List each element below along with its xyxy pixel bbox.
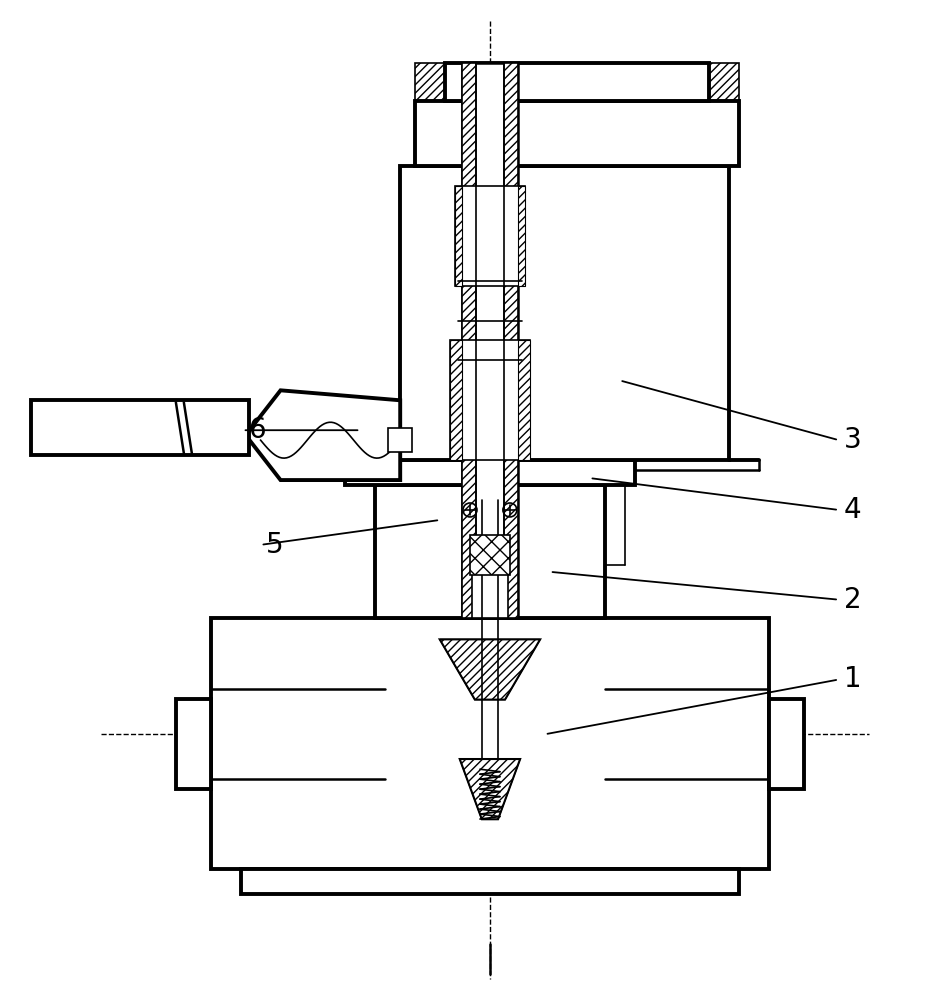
Polygon shape: [449, 340, 461, 460]
Polygon shape: [415, 63, 445, 101]
Polygon shape: [211, 618, 385, 689]
Polygon shape: [415, 101, 464, 166]
Polygon shape: [604, 779, 768, 869]
Text: 4: 4: [843, 496, 860, 524]
Bar: [768, 699, 803, 789]
Text: 1: 1: [843, 665, 860, 693]
Bar: [472, 538, 507, 618]
Bar: [31, 400, 248, 455]
Polygon shape: [345, 460, 375, 485]
Polygon shape: [455, 186, 461, 286]
Text: 3: 3: [843, 426, 861, 454]
Bar: [455, 186, 524, 286]
Polygon shape: [689, 101, 739, 166]
Text: 6: 6: [247, 416, 265, 444]
Bar: [449, 181, 679, 445]
Polygon shape: [504, 63, 518, 618]
Polygon shape: [460, 759, 519, 819]
Bar: [461, 63, 518, 618]
Text: 2: 2: [843, 586, 860, 614]
Bar: [388, 428, 412, 452]
Polygon shape: [604, 460, 634, 485]
Polygon shape: [604, 618, 768, 689]
Bar: [375, 485, 604, 618]
Bar: [345, 460, 634, 485]
Polygon shape: [400, 166, 449, 460]
Polygon shape: [518, 340, 529, 460]
Polygon shape: [440, 640, 539, 699]
Polygon shape: [679, 166, 728, 460]
Polygon shape: [461, 63, 475, 618]
Polygon shape: [709, 63, 739, 101]
Bar: [415, 101, 739, 166]
Bar: [241, 869, 739, 894]
Polygon shape: [211, 779, 385, 869]
Polygon shape: [440, 640, 539, 699]
Bar: [400, 166, 728, 460]
Text: 5: 5: [265, 531, 283, 559]
Polygon shape: [245, 390, 400, 480]
Bar: [470, 535, 509, 575]
Polygon shape: [375, 485, 434, 618]
Polygon shape: [518, 186, 524, 286]
Polygon shape: [460, 759, 519, 819]
Bar: [445, 63, 709, 101]
Bar: [211, 618, 768, 869]
Bar: [176, 699, 211, 789]
Bar: [449, 340, 529, 460]
Polygon shape: [544, 485, 604, 618]
